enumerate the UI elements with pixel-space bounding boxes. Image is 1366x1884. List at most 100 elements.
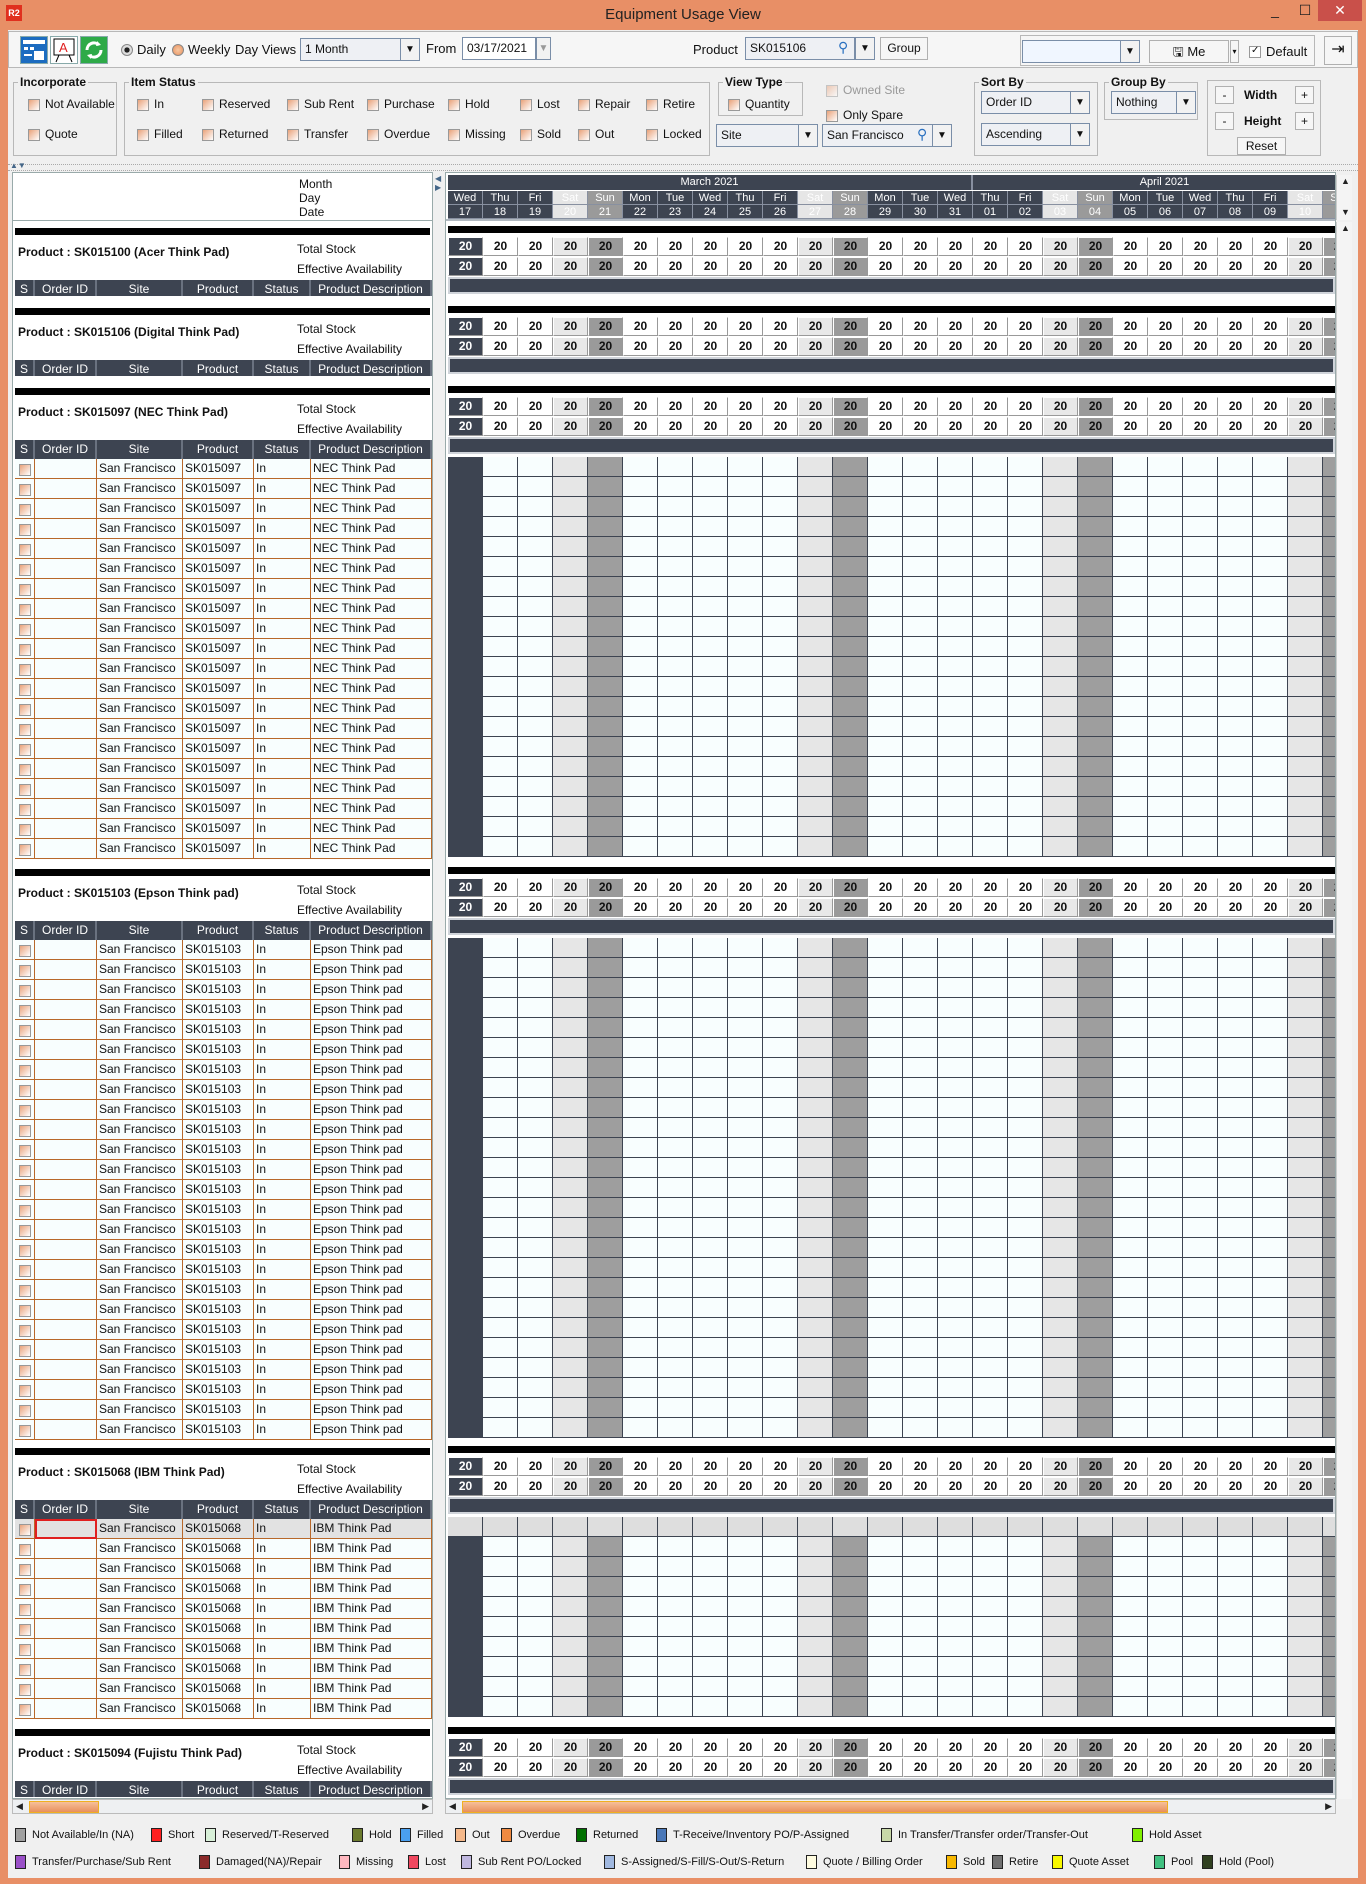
stock-value-cell[interactable]: 20 (588, 337, 623, 356)
usage-cell[interactable] (1148, 1378, 1183, 1398)
stock-value-cell[interactable]: 20 (588, 257, 623, 276)
stock-value-cell[interactable]: 20 (483, 397, 518, 416)
stock-value-cell[interactable]: 20 (1113, 317, 1148, 336)
usage-cell[interactable] (1078, 697, 1113, 717)
usage-cell[interactable] (1253, 717, 1288, 737)
usage-cell[interactable] (1008, 837, 1043, 857)
default-checkbox[interactable]: ✓ (1249, 45, 1261, 58)
usage-cell[interactable] (1183, 557, 1218, 577)
usage-cell[interactable] (448, 1238, 483, 1258)
usage-cell[interactable] (693, 1038, 728, 1058)
usage-cell[interactable] (1253, 697, 1288, 717)
usage-cell[interactable] (1043, 1677, 1078, 1697)
usage-cell[interactable] (798, 697, 833, 717)
usage-cell[interactable] (1008, 637, 1043, 657)
stock-value-cell[interactable]: 20 (1113, 257, 1148, 276)
usage-cell[interactable] (658, 1378, 693, 1398)
stock-value-cell[interactable]: 20 (693, 237, 728, 256)
usage-cell[interactable] (553, 1058, 588, 1078)
site-input[interactable]: San Francisco (822, 124, 933, 147)
usage-cell[interactable] (1288, 1138, 1323, 1158)
usage-cell[interactable] (868, 1398, 903, 1418)
usage-cell[interactable] (938, 1617, 973, 1637)
usage-cell[interactable] (1323, 1657, 1335, 1677)
usage-cell[interactable] (903, 1358, 938, 1378)
usage-cell[interactable] (763, 1098, 798, 1118)
usage-cell[interactable] (1183, 457, 1218, 477)
usage-cell[interactable] (1043, 797, 1078, 817)
usage-cell[interactable] (1008, 497, 1043, 517)
usage-cell[interactable] (1148, 1218, 1183, 1238)
usage-cell[interactable] (728, 1118, 763, 1138)
usage-cell[interactable] (518, 1418, 553, 1438)
usage-cell[interactable] (938, 1258, 973, 1278)
stock-value-cell[interactable]: 20 (658, 397, 693, 416)
usage-cell[interactable] (1218, 777, 1253, 797)
usage-cell[interactable] (1183, 1058, 1218, 1078)
usage-cell[interactable] (1113, 1338, 1148, 1358)
stock-value-cell[interactable]: 20 (658, 237, 693, 256)
usage-cell[interactable] (518, 1637, 553, 1657)
search-icon[interactable]: ⚲ (838, 39, 849, 55)
table-row[interactable]: San Francisco SK015068 In IBM Think Pad (15, 1539, 432, 1559)
usage-cell[interactable] (1078, 777, 1113, 797)
usage-cell[interactable] (1218, 1098, 1253, 1118)
usage-cell[interactable] (448, 1537, 483, 1557)
usage-cell[interactable] (938, 1058, 973, 1078)
usage-cell[interactable] (728, 517, 763, 537)
stock-value-cell[interactable]: 20 (553, 1477, 588, 1496)
usage-cell[interactable] (1253, 978, 1288, 998)
usage-cell[interactable] (1078, 797, 1113, 817)
usage-cell[interactable] (518, 1098, 553, 1118)
usage-cell[interactable] (623, 1677, 658, 1697)
select-cell[interactable] (15, 679, 35, 699)
usage-cell[interactable] (728, 978, 763, 998)
date-cell[interactable]: 25 (728, 205, 763, 219)
row-checkbox[interactable] (18, 1245, 31, 1258)
stock-value-cell[interactable]: 20 (728, 237, 763, 256)
usage-cell[interactable] (833, 1517, 868, 1537)
stock-value-cell[interactable]: 20 (1078, 1738, 1113, 1757)
stock-value-cell[interactable]: 20 (1148, 397, 1183, 416)
select-cell[interactable] (15, 459, 35, 479)
usage-cell[interactable] (1288, 777, 1323, 797)
usage-cell[interactable] (973, 837, 1008, 857)
group-by-select[interactable]: Nothing (1111, 91, 1177, 114)
table-row[interactable]: San Francisco SK015097 In NEC Think Pad (15, 699, 432, 719)
usage-cell[interactable] (938, 517, 973, 537)
usage-cell[interactable] (448, 1038, 483, 1058)
usage-cell[interactable] (833, 1398, 868, 1418)
stock-value-cell[interactable]: 20 (483, 1738, 518, 1757)
usage-cell[interactable] (798, 537, 833, 557)
row-checkbox[interactable] (18, 604, 31, 617)
usage-cell[interactable] (1113, 1058, 1148, 1078)
usage-cell[interactable] (693, 938, 728, 958)
usage-cell[interactable] (553, 537, 588, 557)
stock-value-cell[interactable]: 20 (1043, 417, 1078, 436)
usage-cell[interactable] (1253, 497, 1288, 517)
stock-value-cell[interactable]: 20 (868, 237, 903, 256)
usage-cell[interactable] (973, 617, 1008, 637)
usage-cell[interactable] (448, 1637, 483, 1657)
usage-cell[interactable] (763, 1118, 798, 1138)
usage-cell[interactable] (1253, 1118, 1288, 1138)
row-checkbox[interactable] (18, 524, 31, 537)
usage-cell[interactable] (693, 1318, 728, 1338)
usage-cell[interactable] (1253, 1178, 1288, 1198)
weekly-radio[interactable] (172, 44, 184, 56)
usage-cell[interactable] (588, 1358, 623, 1378)
usage-cell[interactable] (1183, 757, 1218, 777)
usage-cell[interactable] (448, 1338, 483, 1358)
usage-cell[interactable] (903, 517, 938, 537)
usage-cell[interactable] (623, 817, 658, 837)
select-cell[interactable] (15, 1400, 35, 1420)
usage-cell[interactable] (1113, 1078, 1148, 1098)
usage-cell[interactable] (553, 1318, 588, 1338)
usage-cell[interactable] (518, 1617, 553, 1637)
usage-cell[interactable] (483, 998, 518, 1018)
usage-cell[interactable] (1043, 1298, 1078, 1318)
stock-value-cell[interactable]: 20 (833, 257, 868, 276)
scroll-right-icon[interactable]: ▶ (1325, 1801, 1332, 1811)
usage-cell[interactable] (1183, 1517, 1218, 1537)
scroll-right-icon[interactable]: ▶ (422, 1801, 429, 1811)
